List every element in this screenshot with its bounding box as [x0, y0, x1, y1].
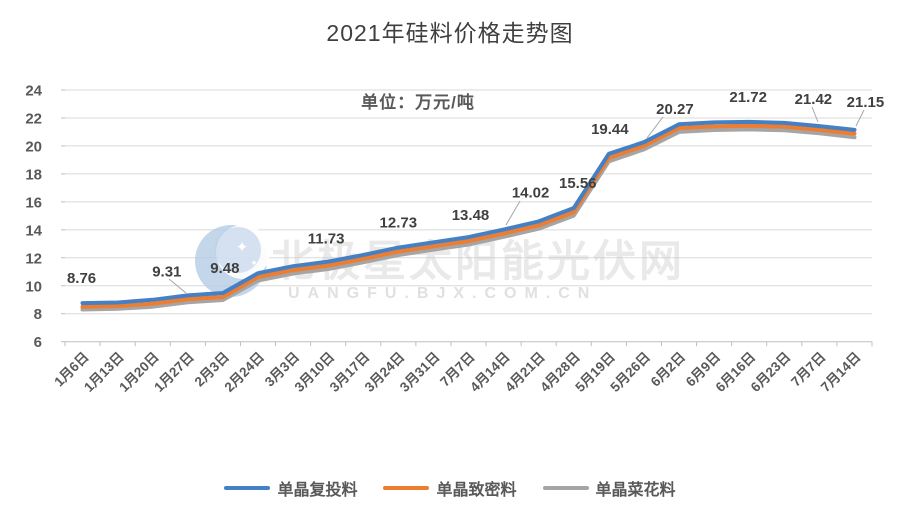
x-tick-label: 6月23日: [748, 349, 794, 395]
data-label: 8.76: [67, 270, 96, 287]
legend-label: 单晶菜花料: [595, 482, 676, 499]
legend-line-swatch: [383, 485, 430, 491]
data-labels: 8.76 9.31 9.48 11.73 12.73 13.48 14.02 15.56 19.…: [67, 89, 885, 294]
data-label: 12.73: [380, 215, 418, 232]
data-label: 13.48: [452, 207, 490, 224]
data-label: 20.27: [656, 101, 694, 118]
y-tick-label: 16: [25, 194, 42, 211]
data-label: 15.56: [559, 175, 597, 192]
x-tick-label: 7月14日: [818, 349, 864, 395]
y-tick-label: 18: [25, 166, 42, 183]
label-leader-line: [505, 200, 521, 226]
y-tick-label: 20: [25, 138, 42, 155]
data-label: 9.48: [210, 260, 239, 277]
x-axis-labels: 1月6日1月13日1月20日1月27日2月3日2月24日3月3日3月10日3月1…: [51, 349, 863, 395]
legend-line-swatch: [542, 485, 589, 491]
y-tick-label: 14: [25, 222, 42, 239]
data-label: 11.73: [308, 231, 345, 248]
y-tick-label: 22: [25, 110, 42, 127]
legend-label: 单晶复投料: [277, 482, 358, 499]
label-leader-line: [855, 109, 865, 127]
y-tick-label: 10: [25, 278, 42, 295]
data-label: 14.02: [512, 185, 550, 202]
x-tick-label: 1月27日: [151, 349, 197, 395]
series-lines: [80, 119, 857, 312]
price-trend-chart: 24 22 20 18 16 14 12 10 8 6 1月6日1月13日1月20日1月27日2月…: [25, 83, 885, 395]
x-tick-label: 2月24日: [221, 349, 267, 395]
y-tick-label: 12: [25, 250, 42, 267]
watermark-url: UANGFU.BJX.COM.CN: [288, 285, 597, 302]
legend-item-单晶致密料: 单晶致密料: [383, 476, 517, 500]
gridlines: [61, 89, 873, 347]
x-tick-label: 5月26日: [607, 349, 653, 395]
x-tick-label: 6月2日: [648, 349, 688, 389]
star-icon: ✦: [250, 258, 258, 268]
y-tick-label: 24: [25, 83, 42, 100]
page-title: 2021年硅料价格走势图: [326, 20, 574, 46]
data-label: 21.15: [847, 94, 885, 111]
data-label: 21.42: [795, 91, 833, 108]
data-label: 9.31: [152, 263, 181, 280]
legend-line-swatch: [224, 485, 271, 491]
legend-item-单晶菜花料: 单晶菜花料: [542, 476, 676, 500]
chart-legend: 单晶复投料 单晶致密料 单晶菜花料: [0, 476, 900, 500]
series-line-单晶复投料: [80, 119, 857, 306]
legend-item-单晶复投料: 单晶复投料: [224, 476, 357, 500]
legend-label: 单晶致密料: [436, 482, 517, 499]
data-label: 19.44: [591, 121, 629, 138]
y-tick-label: 6: [34, 334, 42, 351]
label-leader-line: [168, 278, 187, 294]
label-leader-line: [811, 106, 819, 123]
watermark: ✦ ✦ 北极星太阳能光伏网 UANGFU.BJX.COM.CN: [195, 225, 682, 302]
label-leader-line: [646, 116, 664, 139]
series-line-单晶菜花料: [80, 127, 857, 312]
star-icon: ✦: [236, 239, 249, 256]
y-axis-labels: 24 22 20 18 16 14 12 10 8 6: [25, 83, 42, 352]
data-label: 21.72: [729, 89, 767, 106]
y-tick-label: 8: [34, 306, 42, 323]
series-line-单晶致密料: [80, 123, 857, 309]
x-tick-label: 3月31日: [397, 349, 443, 395]
unit-label: 单位：万元/吨: [361, 92, 475, 112]
